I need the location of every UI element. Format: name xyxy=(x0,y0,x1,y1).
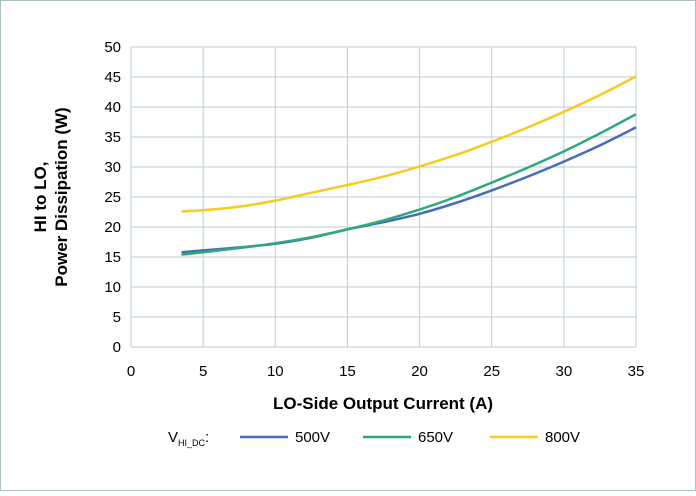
y-tick-label: 50 xyxy=(104,39,121,56)
y-tick-label: 25 xyxy=(104,189,121,206)
series-line-800v xyxy=(181,75,637,213)
y-tick-label: 35 xyxy=(104,129,121,146)
y-tick-label: 15 xyxy=(104,249,121,266)
legend: VHI_DC: 500V 650V 800V xyxy=(168,429,580,448)
x-tick-label: 10 xyxy=(267,363,284,380)
y-tick-label: 40 xyxy=(104,99,121,116)
grid-lines xyxy=(130,46,637,348)
y-tick-label: 20 xyxy=(104,219,121,236)
series-line-650v xyxy=(181,113,637,256)
x-tick-label: 35 xyxy=(628,363,645,380)
legend-prefix: VHI_DC: xyxy=(168,429,209,448)
legend-prefix-sub: HI_DC xyxy=(178,438,206,448)
x-tick-label: 5 xyxy=(199,363,207,380)
y-tick-label: 30 xyxy=(104,159,121,176)
y-axis-title-line-2: Power Dissipation (W) xyxy=(52,107,71,286)
x-tick-label: 20 xyxy=(411,363,428,380)
x-axis-title: LO-Side Output Current (A) xyxy=(273,394,493,413)
x-tick-label: 15 xyxy=(339,363,356,380)
x-tick-label: 0 xyxy=(127,363,135,380)
y-axis-title-line-1: HI to LO, xyxy=(31,162,50,233)
legend-prefix-suffix: : xyxy=(205,429,209,446)
x-tick-label: 25 xyxy=(483,363,500,380)
x-tick-label: 30 xyxy=(556,363,573,380)
y-tick-label: 45 xyxy=(104,69,121,86)
series-lines xyxy=(181,75,637,256)
y-tick-label: 0 xyxy=(113,339,121,356)
tick-labels: 0 5 10 15 20 25 30 35 0 5 10 15 20 25 30 35 40 45 50 xyxy=(104,39,644,380)
legend-label-650v: 650V xyxy=(418,429,453,446)
legend-label-500v: 500V xyxy=(295,429,330,446)
legend-prefix-main: V xyxy=(168,429,178,446)
y-tick-label: 5 xyxy=(113,309,121,326)
y-tick-label: 10 xyxy=(104,279,121,296)
legend-label-800v: 800V xyxy=(545,429,580,446)
